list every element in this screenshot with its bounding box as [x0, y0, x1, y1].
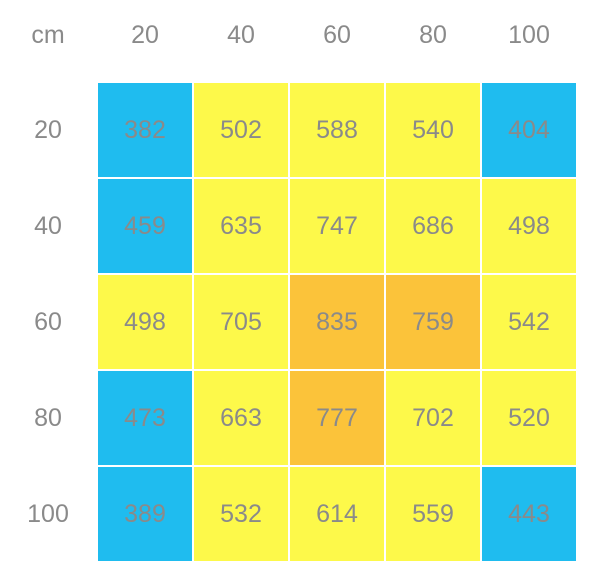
- heatmap-cell: 705: [194, 275, 288, 369]
- column-label: 100: [508, 21, 550, 49]
- heatmap-cell: 702: [386, 371, 480, 465]
- heatmap-cell: 559: [386, 467, 480, 561]
- heatmap-cell: 835: [290, 275, 384, 369]
- row-label: 100: [27, 500, 69, 528]
- column-label: 80: [419, 21, 447, 49]
- row-label: 20: [34, 116, 62, 144]
- heatmap-cell: 382: [98, 83, 192, 177]
- heatmap-cell: 473: [98, 371, 192, 465]
- heatmap-cell: 532: [194, 467, 288, 561]
- heatmap-cell: 520: [482, 371, 576, 465]
- column-label: 60: [323, 21, 351, 49]
- heatmap-cell: 747: [290, 179, 384, 273]
- heatmap-grid: 382 502 588 540 404 459 635 747 686 498 498 705 835 7…: [97, 82, 577, 562]
- heatmap-cell: 404: [482, 83, 576, 177]
- heatmap-cell: 614: [290, 467, 384, 561]
- heatmap-cell: 686: [386, 179, 480, 273]
- heatmap-cell: 459: [98, 179, 192, 273]
- row-label: 40: [34, 212, 62, 240]
- column-label: 40: [227, 21, 255, 49]
- heatmap-cell: 502: [194, 83, 288, 177]
- heatmap-cell: 635: [194, 179, 288, 273]
- heatmap-cell: 498: [98, 275, 192, 369]
- heatmap-cell: 588: [290, 83, 384, 177]
- heatmap-cell: 759: [386, 275, 480, 369]
- heatmap-cell: 389: [98, 467, 192, 561]
- heatmap-cell: 777: [290, 371, 384, 465]
- heatmap-cell: 443: [482, 467, 576, 561]
- row-label: 80: [34, 404, 62, 432]
- column-label: 20: [131, 21, 159, 49]
- heatmap-cell: 542: [482, 275, 576, 369]
- heatmap-cell: 663: [194, 371, 288, 465]
- heatmap-cell: 498: [482, 179, 576, 273]
- row-label: 60: [34, 308, 62, 336]
- heatmap-cell: 540: [386, 83, 480, 177]
- unit-label: cm: [31, 21, 65, 49]
